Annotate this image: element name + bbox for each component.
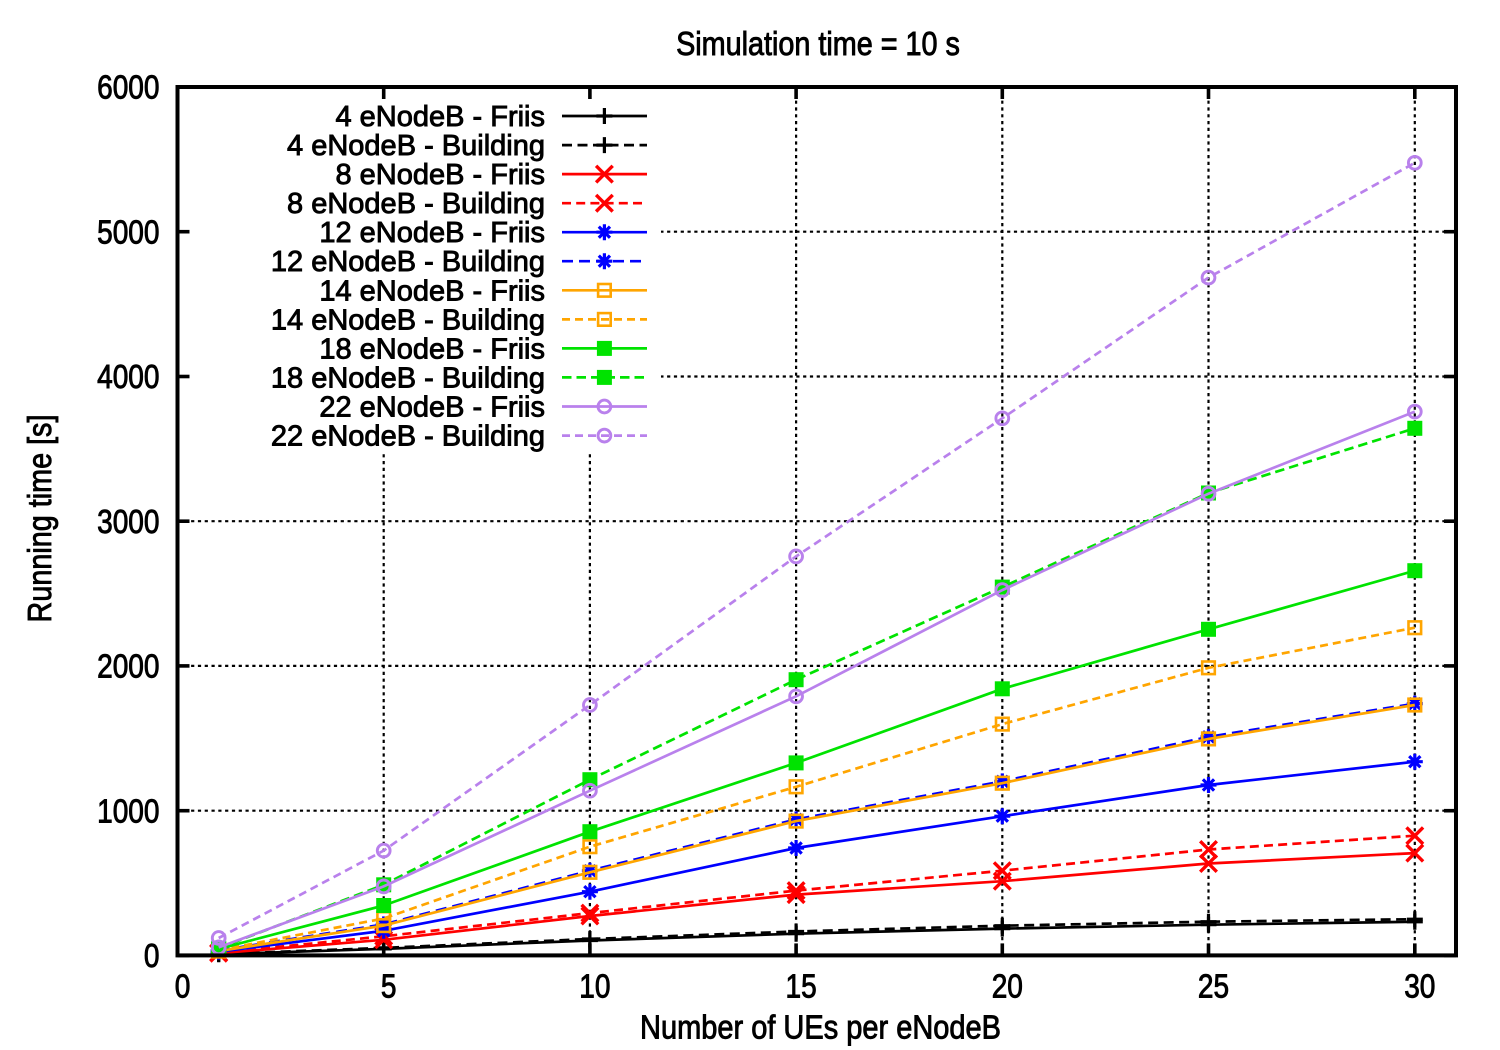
svg-text:22 eNodeB - Building: 22 eNodeB - Building [271,421,545,453]
svg-text:3000: 3000 [97,504,159,541]
svg-text:5: 5 [381,968,397,1005]
svg-text:0: 0 [144,938,160,975]
svg-text:4 eNodeB - Building: 4 eNodeB - Building [287,130,545,162]
svg-text:15: 15 [786,968,817,1005]
svg-text:14 eNodeB - Building: 14 eNodeB - Building [271,304,545,336]
svg-text:12 eNodeB - Friis: 12 eNodeB - Friis [319,217,545,249]
svg-text:12 eNodeB - Building: 12 eNodeB - Building [271,246,545,278]
svg-text:8 eNodeB - Building: 8 eNodeB - Building [287,188,545,220]
svg-text:Running time [s]: Running time [s] [21,415,58,623]
svg-text:2000: 2000 [97,648,159,685]
svg-text:4 eNodeB - Friis: 4 eNodeB - Friis [335,101,545,133]
svg-text:18 eNodeB - Building: 18 eNodeB - Building [271,362,545,394]
svg-text:1000: 1000 [97,793,159,830]
svg-text:5000: 5000 [97,214,159,251]
svg-text:8 eNodeB - Friis: 8 eNodeB - Friis [335,159,545,191]
svg-text:Number of UEs per eNodeB: Number of UEs per eNodeB [640,1009,1001,1046]
svg-text:25: 25 [1198,968,1229,1005]
svg-text:10: 10 [579,968,610,1005]
svg-text:0: 0 [175,968,191,1005]
svg-text:4000: 4000 [97,359,159,396]
svg-text:20: 20 [992,968,1023,1005]
svg-text:22 eNodeB - Friis: 22 eNodeB - Friis [319,392,545,424]
svg-text:18 eNodeB - Friis: 18 eNodeB - Friis [319,333,545,365]
svg-text:30: 30 [1404,968,1435,1005]
svg-text:14 eNodeB - Friis: 14 eNodeB - Friis [319,275,545,307]
svg-text:6000: 6000 [97,70,159,107]
svg-text:Simulation time = 10 s: Simulation time = 10 s [676,25,960,62]
